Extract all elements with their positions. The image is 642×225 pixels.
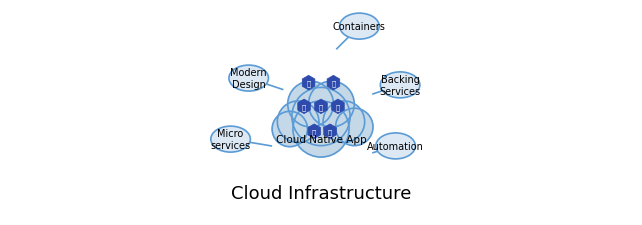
Text: 🛡: 🛡 (328, 128, 332, 135)
Ellipse shape (376, 133, 415, 159)
Ellipse shape (211, 126, 250, 153)
Polygon shape (324, 124, 336, 139)
Text: 🛡: 🛡 (319, 104, 323, 110)
Text: Containers: Containers (333, 22, 386, 32)
Polygon shape (332, 100, 344, 114)
Text: Backing
Services: Backing Services (379, 75, 421, 96)
Text: 🛡: 🛡 (336, 104, 340, 110)
Polygon shape (302, 76, 315, 90)
Polygon shape (327, 76, 340, 90)
Text: Cloud Infrastructure: Cloud Infrastructure (231, 184, 411, 202)
Text: 🛡: 🛡 (302, 104, 306, 110)
Ellipse shape (380, 72, 420, 99)
Text: Micro
services: Micro services (211, 129, 250, 150)
Text: 🛡: 🛡 (306, 80, 311, 87)
Ellipse shape (340, 14, 379, 40)
Polygon shape (308, 124, 320, 139)
Text: Modern
Design: Modern Design (230, 68, 267, 90)
Text: 🛡: 🛡 (331, 80, 336, 87)
Ellipse shape (229, 66, 268, 92)
Text: Automation: Automation (367, 141, 424, 151)
Text: Cloud Native App: Cloud Native App (275, 135, 367, 144)
Text: 🛡: 🛡 (312, 128, 317, 135)
Polygon shape (315, 100, 327, 114)
Polygon shape (298, 100, 310, 114)
